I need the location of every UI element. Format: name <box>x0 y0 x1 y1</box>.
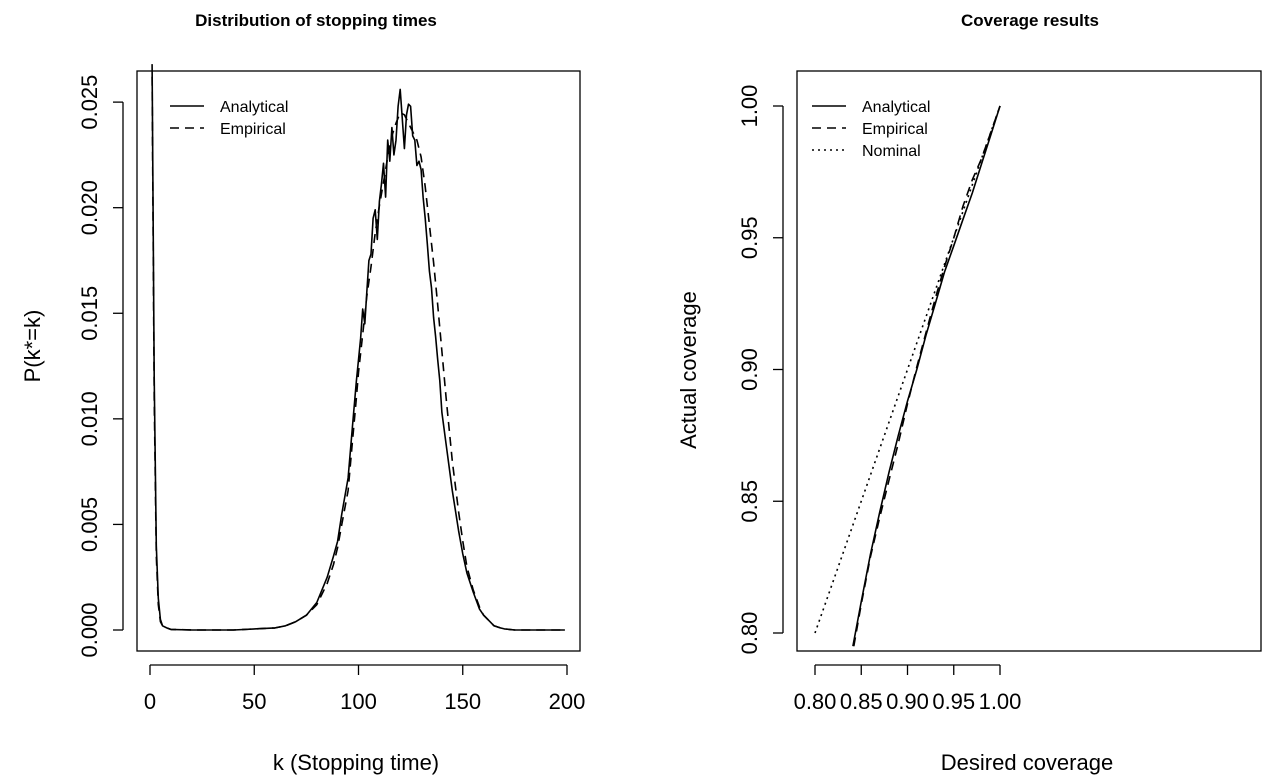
y-tick-label: 0.005 <box>77 497 102 552</box>
series-lines <box>814 105 1001 647</box>
plot-frame <box>136 70 581 652</box>
y-tick-label: 0.000 <box>77 602 102 657</box>
legend-label: Analytical <box>862 99 930 116</box>
y-axis-label: P(k*=k) <box>20 310 45 383</box>
series-line-analytical <box>151 64 565 631</box>
y-tick-label: 0.95 <box>737 216 762 259</box>
legend-label: Empirical <box>862 121 928 138</box>
y-tick-label: 0.85 <box>737 480 762 523</box>
y-tick-label: 0.015 <box>77 286 102 341</box>
y-tick-label: 1.00 <box>737 85 762 128</box>
x-axis-label: k (Stopping time) <box>273 750 439 775</box>
y-tick-label: 0.80 <box>737 612 762 655</box>
x-tick-label: 200 <box>549 689 586 714</box>
x-tick-label: 0.90 <box>886 689 929 714</box>
legend-label: Analytical <box>220 99 288 116</box>
axis-ticks: 0 50 100 150 200 0.000 0.005 0.010 0.015 0.020 0.0… <box>77 75 585 714</box>
series-line-analytical <box>852 105 1001 647</box>
y-tick-label: 0.90 <box>737 348 762 391</box>
y-axis-label: Actual coverage <box>676 291 701 449</box>
legend-label: Empirical <box>220 121 286 138</box>
y-tick-label: 0.010 <box>77 391 102 446</box>
series-line-nominal <box>814 105 1001 634</box>
y-tick-label: 0.025 <box>77 75 102 130</box>
plot-frame <box>796 70 1262 652</box>
x-tick-label: 150 <box>444 689 481 714</box>
series-line-empirical <box>853 105 1001 647</box>
chart-title: Coverage results <box>961 11 1099 30</box>
axis-ticks: 0.80 0.85 0.90 0.95 1.000.800.850.900.951.00 <box>737 85 1021 714</box>
series-lines <box>151 64 565 631</box>
x-tick-label: 0.95 <box>932 689 975 714</box>
legend-label: Nominal <box>862 143 921 160</box>
stopping-times-chart: Distribution of stopping times k (Stoppi… <box>20 11 585 775</box>
x-tick-label: 100 <box>340 689 377 714</box>
chart-title: Distribution of stopping times <box>195 11 437 30</box>
x-tick-label: 0 <box>144 689 156 714</box>
x-tick-label: 0.80 <box>794 689 837 714</box>
y-tick-label: 0.020 <box>77 180 102 235</box>
x-tick-label: 1.00 <box>979 689 1022 714</box>
coverage-chart: Coverage results Desired coverage Actual… <box>676 11 1262 775</box>
x-tick-label: 0.85 <box>840 689 883 714</box>
series-line-empirical <box>151 76 565 631</box>
legend: Analytical Empirical <box>170 99 288 138</box>
x-tick-label: 50 <box>242 689 266 714</box>
legend: Analytical Empirical Nominal <box>812 99 930 160</box>
x-axis-label: Desired coverage <box>941 750 1113 775</box>
